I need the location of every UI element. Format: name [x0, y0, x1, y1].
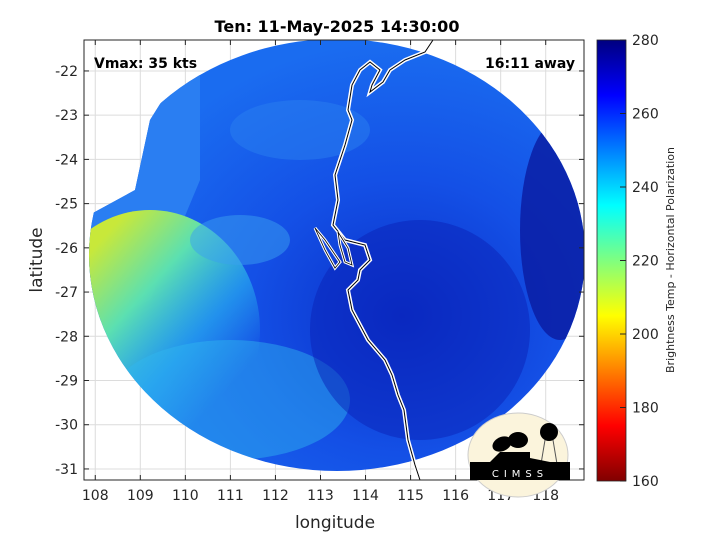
x-tick-label: 115: [397, 488, 424, 504]
chart-title: Ten: 11-May-2025 14:30:00: [215, 17, 460, 36]
x-tick-label: 108: [82, 488, 109, 504]
colorbar-ticks: 160 180 200 220 240 260 280: [620, 33, 659, 490]
x-tick-label: 111: [217, 488, 244, 504]
y-tick-label: -23: [55, 108, 78, 124]
x-tick-label: 114: [352, 488, 379, 504]
y-tick-label: -27: [55, 285, 78, 301]
vmax-annotation: Vmax: 35 kts: [94, 56, 197, 72]
brightness-image: [89, 40, 584, 480]
x-axis-label: longitude: [295, 513, 375, 533]
y-tick-label: -29: [55, 374, 78, 390]
colorbar-tick-label: 280: [632, 33, 659, 49]
y-tick-label: -25: [55, 197, 78, 213]
colorbar-tick-label: 260: [632, 107, 659, 123]
colorbar-tick-label: 160: [632, 474, 659, 490]
cimss-logo: CIMSS: [467, 412, 570, 498]
time-away-annotation: 16:11 away: [485, 56, 575, 72]
y-tick-label: -30: [55, 418, 78, 434]
x-tick-label: 110: [172, 488, 199, 504]
y-axis-label: latitude: [27, 227, 47, 292]
y-tick-label: -22: [55, 64, 78, 80]
y-tick-label: -28: [55, 329, 78, 345]
y-tick-label: -31: [55, 462, 78, 478]
x-tick-label: 109: [127, 488, 154, 504]
x-tick-label: 113: [307, 488, 334, 504]
coastline: [313, 40, 435, 480]
y-tick-label: -24: [55, 152, 78, 168]
x-tick-label: 116: [442, 488, 469, 504]
plot-frame: [83, 39, 585, 481]
colorbar-tick-label: 220: [632, 254, 659, 270]
colorbar-tick-label: 200: [632, 327, 659, 343]
colorbar-label: Brightness Temp - Horizontal Polarizatio…: [664, 147, 677, 373]
colorbar-tick-label: 180: [632, 401, 659, 417]
y-tick-label: -26: [55, 241, 78, 257]
colorbar-tick-label: 240: [632, 180, 659, 196]
logo-text: CIMSS: [492, 469, 548, 480]
x-tick-label: 112: [262, 488, 289, 504]
